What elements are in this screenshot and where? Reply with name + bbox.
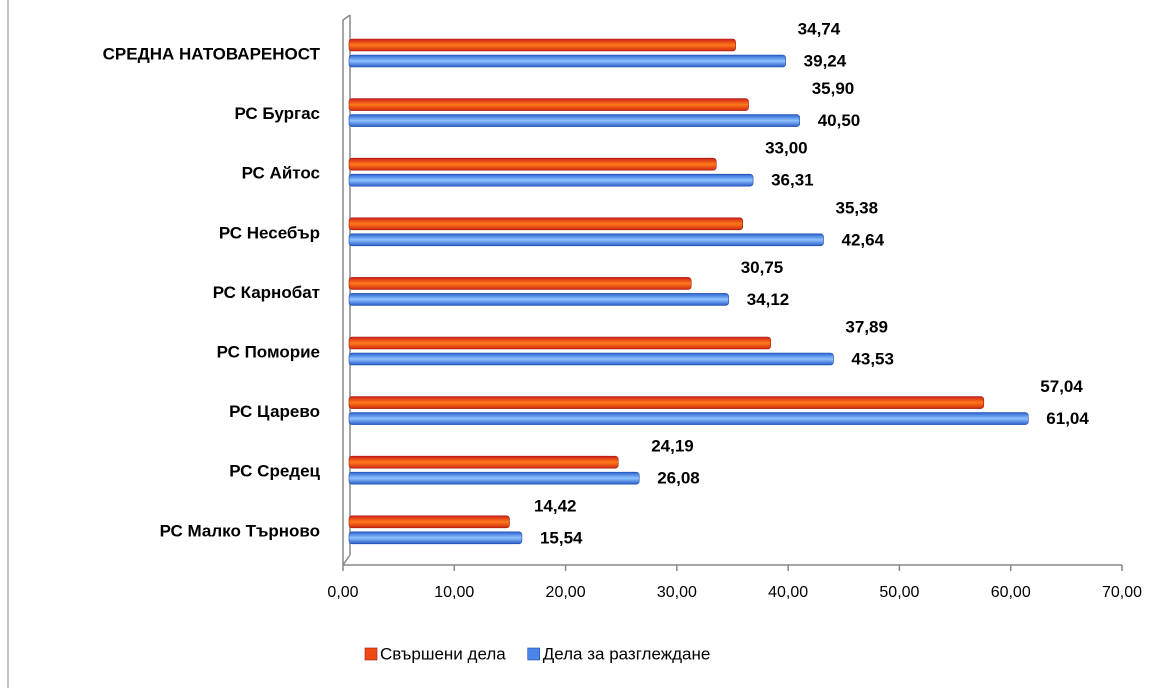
category-label: РС Средец <box>229 462 320 481</box>
value-label: 24,19 <box>651 437 694 456</box>
value-label: 26,08 <box>657 469 700 488</box>
bar <box>348 157 717 171</box>
wall-edge <box>342 554 351 566</box>
value-label: 34,12 <box>747 290 790 309</box>
x-tick-label: 20,00 <box>546 584 586 601</box>
legend-label: Свършени дела <box>380 644 506 663</box>
bar <box>348 396 985 409</box>
x-tick-label: 40,00 <box>768 584 808 601</box>
bar <box>348 531 523 545</box>
bar <box>348 233 824 247</box>
x-tick-label: 50,00 <box>879 584 919 601</box>
category-label: РС Поморие <box>217 342 320 361</box>
x-tick-label: 10,00 <box>434 584 474 601</box>
legend-swatch <box>364 647 378 661</box>
category-label: РС Малко Търново <box>160 521 320 540</box>
value-label: 35,90 <box>812 79 855 98</box>
category-label: РС Несебър <box>219 223 320 242</box>
bar <box>348 54 786 68</box>
value-label: 57,04 <box>1040 377 1083 396</box>
bar <box>348 412 1029 425</box>
value-label: 39,24 <box>804 51 847 70</box>
bar <box>348 455 619 469</box>
legend-label: Дела за разглеждане <box>543 644 711 663</box>
bar <box>348 352 834 366</box>
bar <box>348 293 730 306</box>
x-tick-label: 30,00 <box>657 584 697 601</box>
x-tick-label: 60,00 <box>991 584 1031 601</box>
bar <box>348 336 771 350</box>
bar <box>348 98 749 111</box>
bar <box>348 471 640 485</box>
value-label: 14,42 <box>534 496 577 515</box>
bar <box>348 38 736 52</box>
category-label: СРЕДНА НАТОВАРЕНОСТ <box>103 44 321 63</box>
category-label: РС Царево <box>229 402 320 421</box>
x-tick-label: 70,00 <box>1102 584 1142 601</box>
bar <box>348 217 744 231</box>
value-label: 33,00 <box>765 139 808 158</box>
value-label: 34,74 <box>798 19 841 38</box>
category-label: РС Бургас <box>234 104 320 123</box>
category-label: РС Айтос <box>242 164 320 183</box>
legend-swatch <box>527 647 541 661</box>
value-label: 30,75 <box>741 258 784 277</box>
value-label: 35,38 <box>836 198 879 217</box>
value-label: 61,04 <box>1046 409 1089 428</box>
value-label: 37,89 <box>845 317 888 336</box>
bar <box>348 173 754 187</box>
value-label: 42,64 <box>842 230 885 249</box>
category-label: РС Карнобат <box>213 283 320 302</box>
value-label: 15,54 <box>540 528 583 547</box>
bar <box>348 277 692 290</box>
wall-edge <box>342 14 351 21</box>
x-tick-label: 0,00 <box>327 584 358 601</box>
bar <box>348 515 510 529</box>
value-label: 43,53 <box>851 349 894 368</box>
value-label: 36,31 <box>771 171 814 190</box>
chart-border <box>7 0 9 688</box>
value-label: 40,50 <box>818 111 861 130</box>
bar <box>348 114 801 127</box>
